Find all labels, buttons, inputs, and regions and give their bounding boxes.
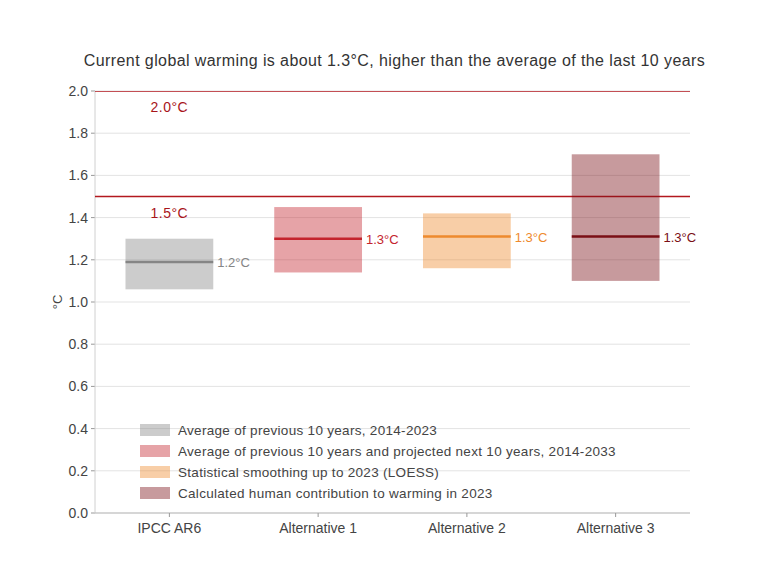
central-line bbox=[274, 237, 362, 240]
y-tick-label: 1.0 bbox=[69, 294, 89, 310]
y-tick-label: 0.8 bbox=[69, 336, 89, 352]
y-tick bbox=[91, 217, 95, 218]
y-tick bbox=[91, 386, 95, 387]
range-box bbox=[572, 154, 660, 281]
y-tick bbox=[91, 259, 95, 260]
grid-line bbox=[95, 344, 690, 345]
grid-line bbox=[95, 91, 690, 92]
y-tick bbox=[91, 175, 95, 176]
y-tick-label: 0.4 bbox=[69, 421, 89, 437]
marks bbox=[95, 91, 690, 289]
grid-line bbox=[95, 133, 690, 134]
y-tick-label: 1.8 bbox=[69, 125, 89, 141]
x-axis-line bbox=[95, 513, 690, 514]
y-tick bbox=[91, 91, 95, 92]
legend-swatch bbox=[140, 466, 170, 478]
y-tick-label: 0.2 bbox=[69, 463, 89, 479]
grid-line bbox=[95, 302, 690, 303]
y-tick-label: 1.2 bbox=[69, 252, 89, 268]
data-label: 1.3°C bbox=[366, 232, 399, 247]
legend-label: Statistical smoothing up to 2023 (LOESS) bbox=[178, 465, 439, 480]
x-tick bbox=[466, 513, 467, 517]
labels: 2.0°C 1.5°C 1.2°C 1.3°C 1.3°C 1.3°C bbox=[151, 99, 697, 270]
y-tick bbox=[91, 302, 95, 303]
legend-swatch bbox=[140, 445, 170, 457]
legend-label: Calculated human contribution to warming… bbox=[178, 486, 493, 501]
grid-line bbox=[95, 513, 690, 514]
legend: Average of previous 10 years, 2014-2023 A… bbox=[140, 423, 616, 501]
y-tick-label: 0.0 bbox=[69, 505, 89, 521]
central-line bbox=[125, 261, 213, 264]
x-tick bbox=[318, 513, 319, 517]
data-label: 1.3°C bbox=[515, 230, 548, 245]
title: Current global warming is about 1.3°C, h… bbox=[84, 52, 705, 69]
x-tick-label: Alternative 2 bbox=[428, 520, 506, 536]
reference-label: 2.0°C bbox=[151, 99, 189, 115]
central-line bbox=[423, 235, 511, 238]
reference-label: 1.5°C bbox=[151, 205, 189, 221]
y-tick bbox=[91, 133, 95, 134]
range-box bbox=[125, 239, 213, 290]
y-tick-label: 0.6 bbox=[69, 378, 89, 394]
range-box bbox=[274, 207, 362, 272]
x-tick-label: IPCC AR6 bbox=[137, 520, 201, 536]
y-tick bbox=[91, 428, 95, 429]
y-axis-line bbox=[95, 91, 96, 513]
x-tick bbox=[169, 513, 170, 517]
y-axis-label: °C bbox=[50, 295, 65, 310]
x-tick-label: Alternative 1 bbox=[279, 520, 357, 536]
central-line bbox=[572, 235, 660, 238]
grid-line bbox=[95, 386, 690, 387]
data-label: 1.3°C bbox=[664, 230, 697, 245]
reference-line bbox=[95, 91, 690, 92]
x-tick-label: Alternative 3 bbox=[577, 520, 655, 536]
legend-label: Average of previous 10 years and project… bbox=[178, 444, 616, 459]
y-tick bbox=[91, 470, 95, 471]
y-tick bbox=[91, 344, 95, 345]
y-tick bbox=[91, 513, 95, 514]
y-tick-label: 1.6 bbox=[69, 167, 89, 183]
y-tick-label: 1.4 bbox=[69, 210, 89, 226]
range-box bbox=[423, 213, 511, 268]
y-tick-label: 2.0 bbox=[69, 83, 89, 99]
legend-swatch bbox=[140, 424, 170, 436]
legend-label: Average of previous 10 years, 2014-2023 bbox=[178, 423, 437, 438]
chart: Current global warming is about 1.3°C, h… bbox=[0, 0, 768, 576]
x-tick bbox=[615, 513, 616, 517]
data-label: 1.2°C bbox=[217, 255, 250, 270]
legend-swatch bbox=[140, 487, 170, 499]
